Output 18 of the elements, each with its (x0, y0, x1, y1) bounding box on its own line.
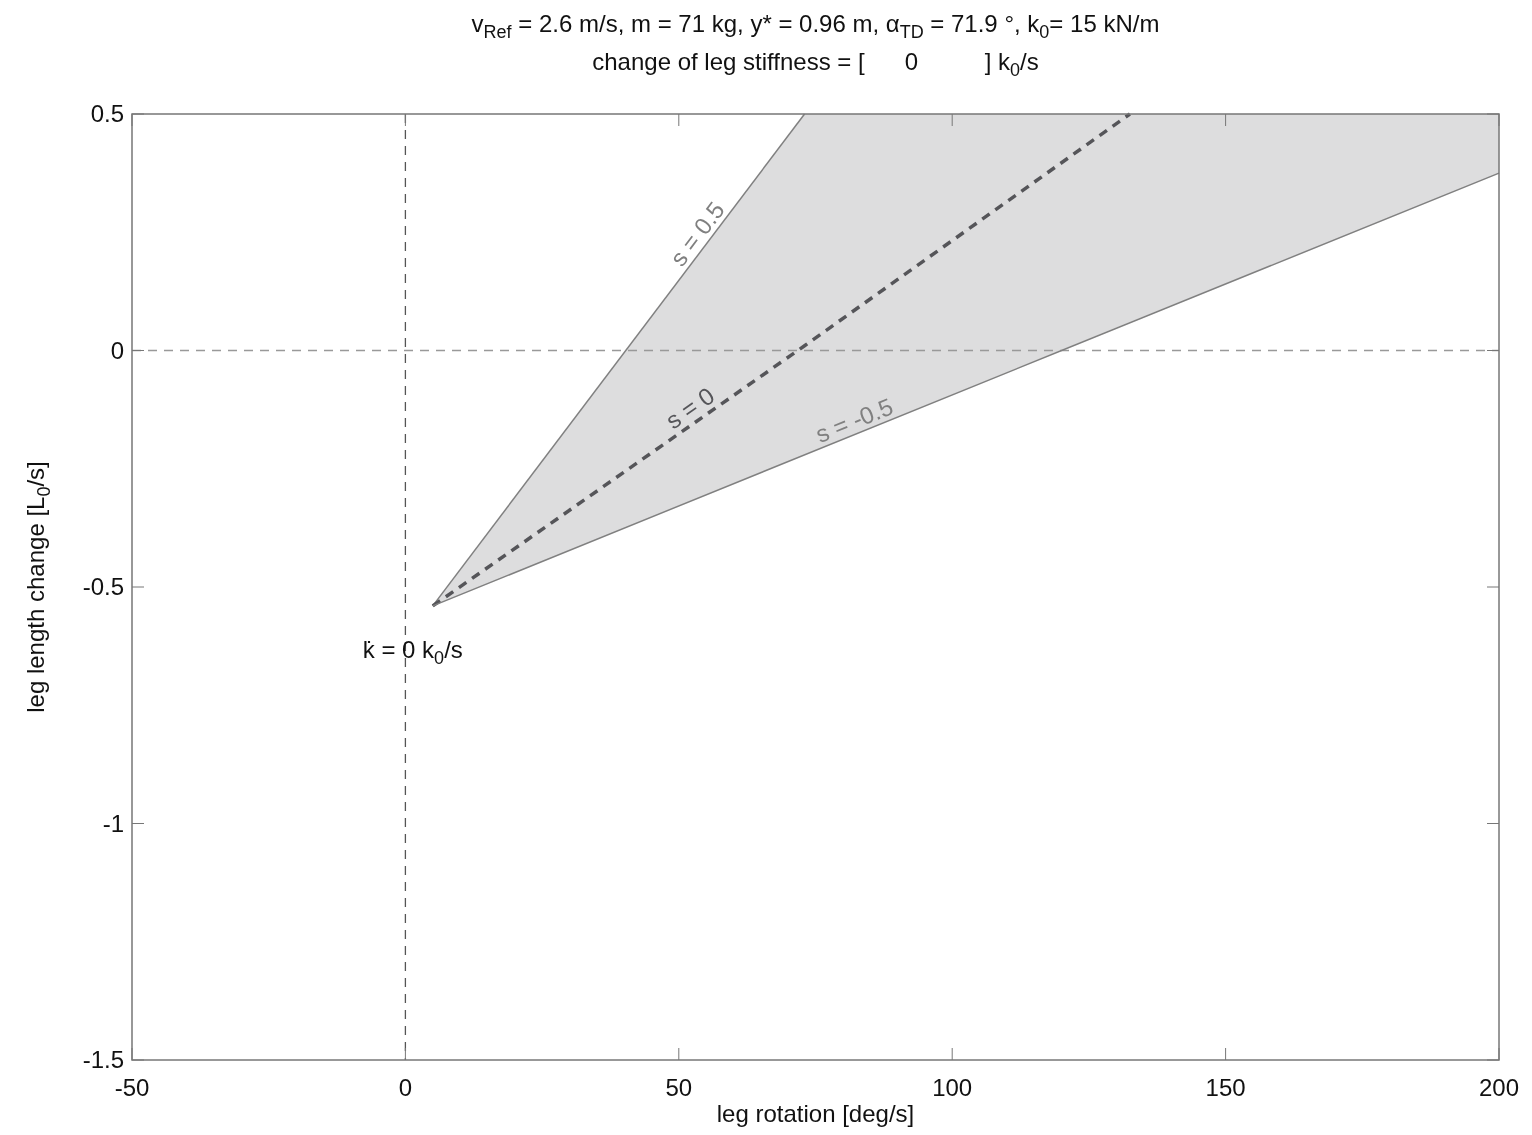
y-tick-label: 0 (110, 336, 124, 364)
chart-subtitle: change of leg stiffness = [ 0 ] k$_{0}$/s (592, 48, 1039, 81)
text: s = 0 (660, 381, 720, 435)
x-axis-title: leg rotation [deg/s] (716, 1100, 915, 1127)
y-tick-label: 0.5 (90, 100, 124, 127)
y-tick-label: -0.5 (82, 573, 124, 600)
x-tick-label: 150 (1205, 1074, 1246, 1101)
annotation: k̇ = 0 k$_{0}$/s (362, 635, 463, 669)
text: s = -0.5 (811, 392, 897, 448)
chart-title: v$_{Ref}$ = 2.6 m/s, m = 71 kg, y* = 0.96 m, α$_{TD}$ = 71.9 °, k$_{0}$= 15 kN/m (471, 10, 1160, 43)
y-tick-label: -1 (102, 809, 124, 837)
text: s = 0.5 (664, 196, 730, 271)
x-tick-label: 100 (932, 1074, 973, 1101)
x-tick-label: 50 (665, 1074, 693, 1101)
x-tick-label: -50 (114, 1074, 150, 1101)
y-tick-label: -1.5 (82, 1046, 124, 1073)
x-tick-label: 0 (398, 1074, 413, 1101)
x-tick-label: 200 (1478, 1074, 1520, 1101)
